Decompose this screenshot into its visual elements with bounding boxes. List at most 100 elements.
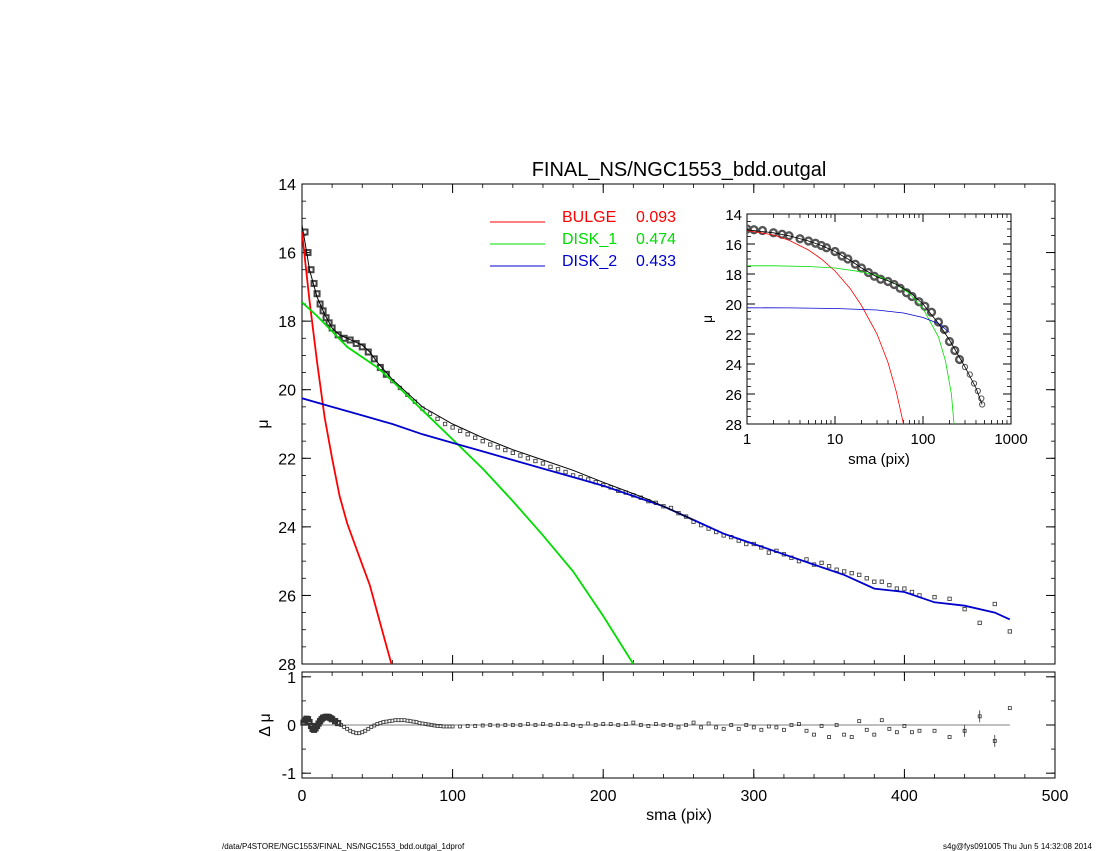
data-point (563, 469, 568, 475)
inset-data-point (979, 401, 986, 408)
x-axis-label: sma (pix) (848, 451, 910, 468)
x-tick-label: 500 (1042, 788, 1069, 805)
residual-point (420, 721, 425, 726)
y-tick-label: 22 (278, 451, 296, 468)
y-tick-label: 20 (278, 383, 296, 400)
data-point (826, 564, 832, 569)
x-tick-label: 1 (743, 431, 751, 448)
data-point (766, 550, 772, 555)
residual-point (354, 731, 359, 736)
x-tick-label: 100 (910, 431, 935, 448)
residual-point (458, 724, 463, 729)
data-point (473, 435, 478, 440)
data-point (510, 450, 515, 455)
data-point (804, 557, 809, 562)
residual-point (408, 719, 413, 724)
y-tick-label: 20 (725, 297, 742, 314)
residual-point (676, 725, 681, 730)
residual-point (426, 722, 431, 727)
y-tick-label: 0 (287, 718, 296, 735)
y-tick-label: 16 (725, 237, 742, 254)
residual-point (480, 723, 485, 728)
data-point (457, 428, 463, 434)
residual-point (378, 721, 383, 725)
legend-label-disk_1: DISK_1 (562, 231, 617, 248)
y-tick-label: 24 (278, 520, 296, 537)
residual-point (381, 720, 386, 725)
inset-data-point (944, 336, 955, 347)
y-tick-label: -1 (282, 766, 296, 783)
residual-point (390, 718, 395, 723)
data-point (450, 425, 455, 430)
residual-point (766, 724, 771, 729)
residual-point (608, 722, 613, 726)
inset-data-point (954, 354, 965, 365)
residual-point (684, 723, 688, 727)
residual-point (646, 724, 651, 728)
residual-point (405, 718, 410, 723)
inset-model-curve (747, 229, 983, 405)
inset-component-curve-disk_2 (747, 307, 950, 333)
x-tick-label: 10 (827, 431, 844, 448)
x-tick-label: 400 (891, 788, 918, 805)
inset-data-point (757, 225, 768, 236)
data-point (834, 567, 839, 572)
residual-point (827, 735, 831, 739)
y-tick-label: 14 (725, 207, 742, 224)
inset-data-point (914, 297, 924, 307)
x-tick-label: 0 (298, 788, 307, 805)
residual-point (782, 727, 786, 732)
residual-point (932, 728, 937, 733)
residual-point (518, 723, 523, 727)
residual-point (345, 726, 350, 731)
residual-point (396, 718, 401, 723)
residual-point (691, 720, 696, 725)
residual-point (348, 728, 353, 733)
residual-point (441, 724, 446, 729)
data-point (902, 586, 907, 591)
data-point (427, 411, 433, 416)
residual-point (774, 725, 779, 730)
data-point (1007, 629, 1012, 634)
data-point (819, 560, 824, 566)
residual-point (447, 724, 452, 729)
data-point (548, 464, 553, 470)
y-tick-label: 18 (278, 314, 296, 331)
y-axis-label: μ (699, 315, 715, 323)
inset-data-point (784, 231, 794, 241)
residual-point (721, 726, 726, 731)
residual-point (872, 732, 877, 737)
residual-point (578, 724, 583, 728)
residual-point (638, 723, 643, 727)
residual-point (699, 725, 703, 730)
main-profile-panel: 14 16 18 20 22 24 26 28 μ BULGE 0.093 DISK_1 0.474 DI… (255, 177, 1056, 674)
residual-point (369, 725, 374, 729)
y-tick-label: 28 (725, 417, 742, 434)
data-point (947, 596, 952, 602)
data-point (495, 445, 500, 450)
residual-point (387, 719, 392, 724)
data-point (887, 582, 892, 588)
residual-point (751, 725, 756, 730)
residual-point (616, 723, 621, 727)
residual-point (623, 722, 628, 726)
inset-data-point (907, 291, 917, 302)
residual-point (857, 719, 862, 724)
residual-point (556, 722, 560, 726)
residual-point (393, 718, 398, 723)
data-point (849, 570, 854, 576)
residual-point (335, 719, 342, 727)
residual-point (910, 730, 914, 735)
residual-point (526, 722, 530, 726)
data-point (364, 348, 372, 356)
legend-value-disk_1: 0.474 (636, 231, 676, 248)
legend-value-bulge: 0.093 (636, 209, 676, 226)
component-curve-disk_1 (302, 301, 635, 664)
inset-data-point (830, 246, 840, 257)
residual-point (887, 726, 892, 731)
residual-point (342, 725, 347, 729)
legend-value-disk_2: 0.433 (636, 253, 676, 270)
data-point (465, 432, 470, 437)
